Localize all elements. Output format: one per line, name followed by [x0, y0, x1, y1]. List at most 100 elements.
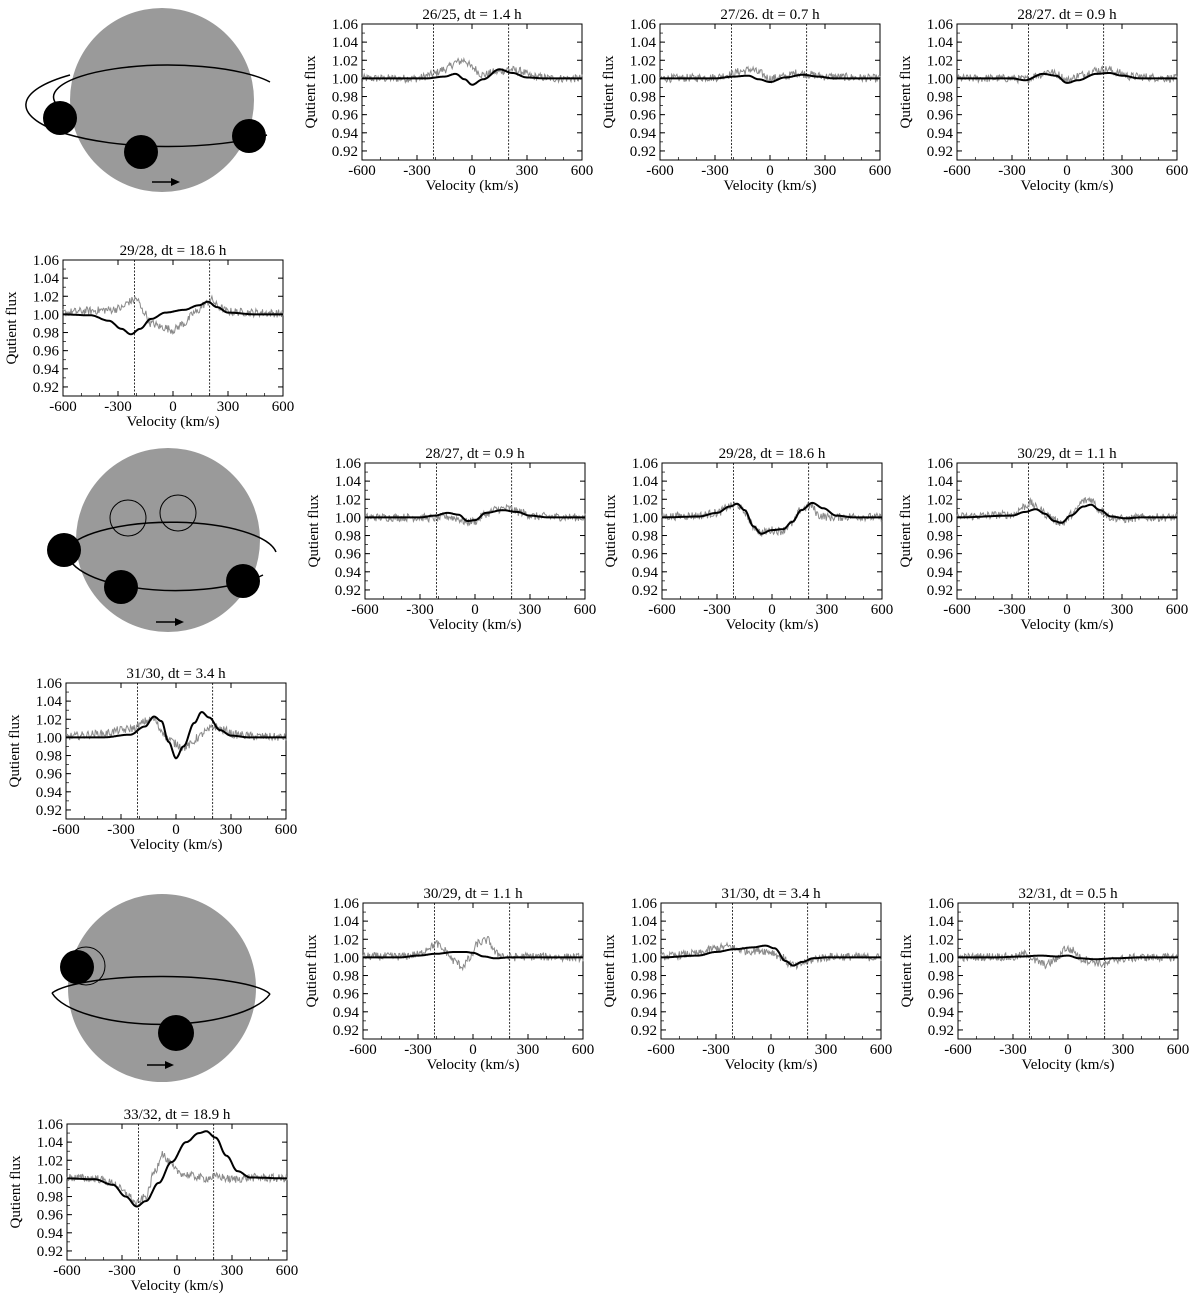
panel-title: 32/31, dt = 0.5 h — [1018, 886, 1118, 902]
x-axis-label: Velocity (km/s) — [724, 178, 817, 194]
y-axis-label: Qutient flux — [603, 494, 619, 567]
panel-title: 28/27, dt = 0.9 h — [425, 446, 525, 462]
y-tick-label: 0.94 — [333, 1005, 360, 1021]
panel-r3-p3: 32/31, dt = 0.5 h 0.92 0.94 0.96 0.98 1.00 1.0… — [899, 886, 1189, 1073]
spot-left — [47, 533, 81, 567]
orbit-back — [51, 975, 271, 995]
y-tick-label: 0.92 — [630, 144, 656, 160]
y-tick-label: 1.04 — [632, 474, 659, 490]
x-axis-label: Velocity (km/s) — [1021, 178, 1114, 194]
panel-r1-p2: 27/26. dt = 0.7 h 0.92 0.94 0.96 0.98 1.00 1.0… — [601, 7, 891, 194]
y-tick-label: 1.00 — [630, 71, 656, 87]
x-tick-label: -600 — [49, 399, 77, 415]
y-tick-label: 1.00 — [36, 730, 62, 746]
observed-series — [364, 503, 586, 527]
plot-frame — [361, 23, 583, 161]
plot-frame — [362, 902, 584, 1040]
star-disk — [76, 448, 260, 632]
y-tick-label: 0.94 — [630, 126, 657, 142]
y-tick-label: 0.98 — [927, 90, 953, 106]
model-series — [661, 944, 881, 967]
plot-frame — [956, 462, 1178, 600]
model-series — [67, 1130, 287, 1208]
panel-title: 26/25, dt = 1.4 h — [422, 7, 522, 23]
spot-center — [104, 570, 138, 604]
y-tick-label: 0.94 — [33, 362, 60, 378]
y-tick-label: 0.98 — [37, 1190, 63, 1206]
panel-r2-p4: 31/30, dt = 3.4 h 0.92 0.94 0.96 0.98 1.00 1.0… — [7, 666, 297, 853]
y-tick-label: 0.98 — [335, 529, 361, 545]
panel-r1-p3: 28/27. dt = 0.9 h 0.92 0.94 0.96 0.98 1.00 1.0… — [898, 7, 1188, 194]
y-axis-label: Qutient flux — [7, 714, 23, 787]
x-tick-label: -300 — [998, 163, 1026, 179]
x-tick-label: -300 — [703, 602, 731, 618]
star-disk — [70, 8, 254, 192]
y-tick-label: 1.02 — [928, 932, 954, 948]
x-tick-label: 0 — [173, 1263, 181, 1279]
y-tick-label: 0.96 — [630, 108, 657, 124]
plot-frame — [957, 902, 1179, 1040]
y-tick-label: 1.00 — [333, 950, 359, 966]
x-tick-label: -600 — [943, 602, 971, 618]
x-axis-label: Velocity (km/s) — [1021, 617, 1114, 633]
x-tick-label: -300 — [701, 163, 729, 179]
y-tick-label: 1.04 — [927, 35, 954, 51]
x-tick-label: -600 — [52, 822, 80, 838]
y-tick-label: 0.98 — [632, 529, 658, 545]
y-tick-label: 0.92 — [37, 1244, 63, 1260]
diagram-transit-one-occulted-spot — [51, 894, 271, 1082]
y-tick-label: 1.00 — [927, 510, 953, 526]
y-tick-label: 1.04 — [335, 474, 362, 490]
y-tick-label: 1.00 — [33, 307, 59, 323]
x-axis-label: Velocity (km/s) — [726, 617, 819, 633]
panel-title: 30/29, dt = 1.1 h — [423, 886, 523, 902]
spot-center — [158, 1015, 194, 1051]
orbit-front — [51, 992, 271, 1026]
x-axis-label: Velocity (km/s) — [426, 178, 519, 194]
y-tick-label: 0.94 — [927, 126, 954, 142]
panel-r3-p1: 30/29, dt = 1.1 h 0.92 0.94 0.96 0.98 1.00 1.0… — [304, 886, 594, 1073]
x-axis-label: Velocity (km/s) — [127, 414, 220, 430]
x-tick-label: -300 — [404, 1042, 432, 1058]
model-series — [662, 501, 882, 535]
y-tick-label: 1.06 — [333, 896, 360, 912]
y-tick-label: 0.96 — [928, 987, 955, 1003]
observed-series — [956, 65, 1178, 85]
model-series — [957, 503, 1177, 524]
y-tick-label: 0.96 — [37, 1208, 64, 1224]
plot-frame — [65, 682, 287, 820]
y-tick-label: 1.02 — [632, 492, 658, 508]
y-tick-label: 0.98 — [36, 749, 62, 765]
panel-title: 33/32, dt = 18.9 h — [124, 1107, 231, 1123]
x-tick-label: 300 — [221, 1263, 244, 1279]
x-tick-label: -300 — [998, 602, 1026, 618]
y-tick-label: 1.06 — [631, 896, 658, 912]
y-tick-label: 1.06 — [632, 456, 659, 472]
orbit-back — [52, 64, 271, 113]
y-tick-label: 0.92 — [332, 144, 358, 160]
x-tick-label: 0 — [172, 822, 180, 838]
x-tick-label: -300 — [104, 399, 132, 415]
x-axis-label: Velocity (km/s) — [725, 1057, 818, 1073]
diagram-transit-three-spots — [25, 8, 271, 192]
observed-series — [956, 496, 1178, 526]
y-tick-label: 1.00 — [332, 71, 358, 87]
panel-title: 30/29, dt = 1.1 h — [1017, 446, 1117, 462]
x-tick-label: -300 — [107, 822, 135, 838]
y-tick-label: 0.96 — [632, 547, 659, 563]
x-tick-label: 300 — [217, 399, 240, 415]
y-tick-label: 0.94 — [928, 1005, 955, 1021]
spot-left — [43, 101, 77, 135]
spot-center — [124, 135, 158, 169]
spot-right — [232, 119, 266, 153]
y-tick-label: 0.96 — [332, 108, 359, 124]
x-axis-label: Velocity (km/s) — [427, 1057, 520, 1073]
x-tick-label: 0 — [1063, 163, 1071, 179]
y-tick-label: 0.92 — [927, 144, 953, 160]
y-tick-label: 0.96 — [335, 547, 362, 563]
x-tick-label: -600 — [648, 602, 676, 618]
model-series — [363, 951, 583, 960]
y-tick-label: 1.02 — [33, 289, 59, 305]
y-tick-label: 1.02 — [335, 492, 361, 508]
